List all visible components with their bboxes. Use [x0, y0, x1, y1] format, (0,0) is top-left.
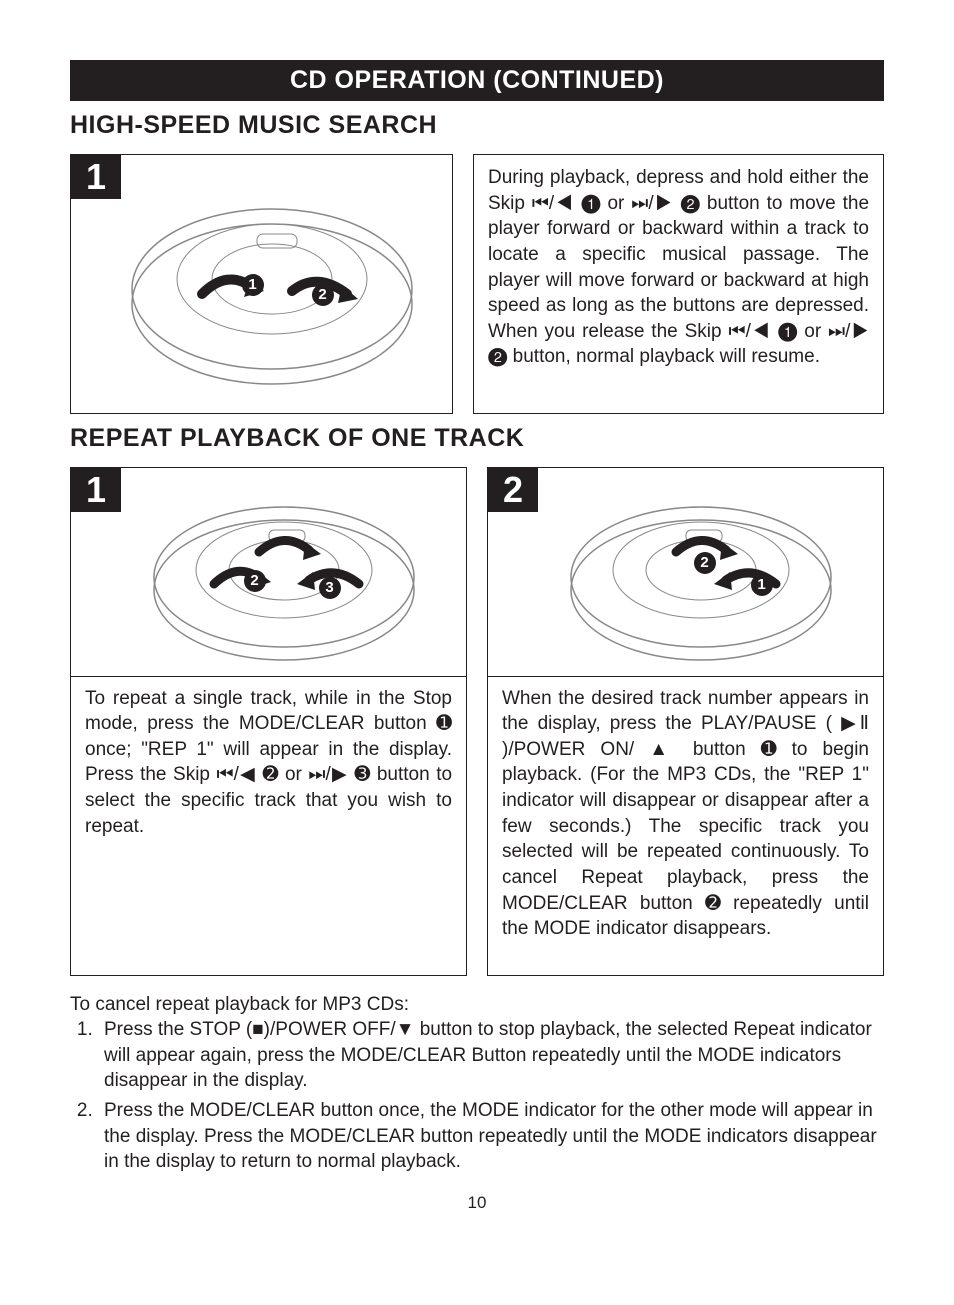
list-item: Press the MODE/CLEAR button once, the MO…: [98, 1098, 884, 1175]
cd-player-svg: [109, 482, 429, 662]
text: )/POWER OFF/: [264, 1019, 396, 1040]
text: or: [285, 764, 308, 785]
text: button: [693, 739, 761, 760]
text: or: [804, 321, 828, 342]
skip-back-icon: ⏮/◀: [532, 193, 575, 214]
skip-fwd-icon: ⏭/▶: [631, 193, 674, 214]
text: When the desired track number appears in…: [502, 688, 869, 735]
cancel-list: Press the STOP (■)/POWER OFF/▼ button to…: [98, 1017, 884, 1175]
text: to begin playback. (For the MP3 CDs, the…: [502, 739, 869, 914]
skip-fwd-icon: ⏭/▶: [828, 321, 869, 342]
text-panel-repeat-left: To repeat a single track, while in the S…: [70, 676, 467, 976]
page-number: 10: [70, 1193, 884, 1213]
list-item: Press the STOP (■)/POWER OFF/▼ button to…: [98, 1017, 884, 1094]
skip-fwd-icon: ⏭/▶: [308, 764, 347, 785]
row-repeat-text: To repeat a single track, while in the S…: [70, 676, 884, 976]
down-triangle-icon: ▼: [396, 1019, 415, 1040]
row-repeat-diagrams: 1 2 3 2: [70, 467, 884, 677]
ref-1: ➊: [581, 193, 600, 214]
ref-2: ➋: [488, 346, 507, 367]
cd-player-svg: [526, 482, 846, 662]
ref-2: ➋: [705, 893, 721, 914]
text: or: [607, 193, 631, 214]
diagram-panel-2b: 2 2 1: [487, 467, 884, 677]
section-heading-highspeed: HIGH-SPEED MUSIC SEARCH: [70, 111, 884, 140]
cd-player-illustration: 2 3: [109, 482, 429, 662]
callout-2: 2: [694, 552, 716, 574]
callout-1: 1: [242, 274, 264, 296]
diagram-panel-1: 1 1 2: [70, 154, 453, 414]
text-panel-repeat-right: When the desired track number appears in…: [487, 676, 884, 976]
text: To repeat a single track, while in the S…: [85, 688, 452, 735]
ref-2: ➋: [681, 193, 700, 214]
text: button, normal playback will resume.: [513, 346, 820, 367]
callout-3: 3: [319, 577, 341, 599]
ref-1: ➊: [761, 739, 777, 760]
up-triangle-icon: ▲: [649, 739, 678, 760]
section-heading-repeat: REPEAT PLAYBACK OF ONE TRACK: [70, 424, 884, 453]
stop-icon: ■: [252, 1019, 263, 1040]
title-bar: CD OPERATION (CONTINUED): [70, 60, 884, 101]
ref-2: ➋: [263, 764, 279, 785]
skip-back-icon: ⏮/◀: [728, 321, 771, 342]
cd-player-illustration: 2 1: [526, 482, 846, 662]
ref-1: ➊: [436, 713, 452, 734]
cancel-intro: To cancel repeat playback for MP3 CDs:: [70, 992, 884, 1018]
ref-1: ➊: [778, 321, 797, 342]
callout-2: 2: [244, 570, 266, 592]
callout-1: 1: [751, 574, 773, 596]
diagram-panel-2a: 1 2 3: [70, 467, 467, 677]
skip-back-icon: ⏮/◀: [217, 764, 256, 785]
text: button to move the player forward or bac…: [488, 193, 869, 342]
text: )/POWER ON/: [502, 739, 634, 760]
callout-2: 2: [312, 284, 334, 306]
row-highspeed: 1 1 2 During playback, depress and hold …: [70, 154, 884, 414]
cd-player-illustration: 1 2: [102, 179, 422, 389]
play-pause-icon: ▶Ⅱ: [841, 713, 869, 734]
text-panel-highspeed: During playback, depress and hold either…: [473, 154, 884, 414]
ref-3: ➌: [354, 764, 370, 785]
text: Press the STOP (: [104, 1019, 252, 1040]
